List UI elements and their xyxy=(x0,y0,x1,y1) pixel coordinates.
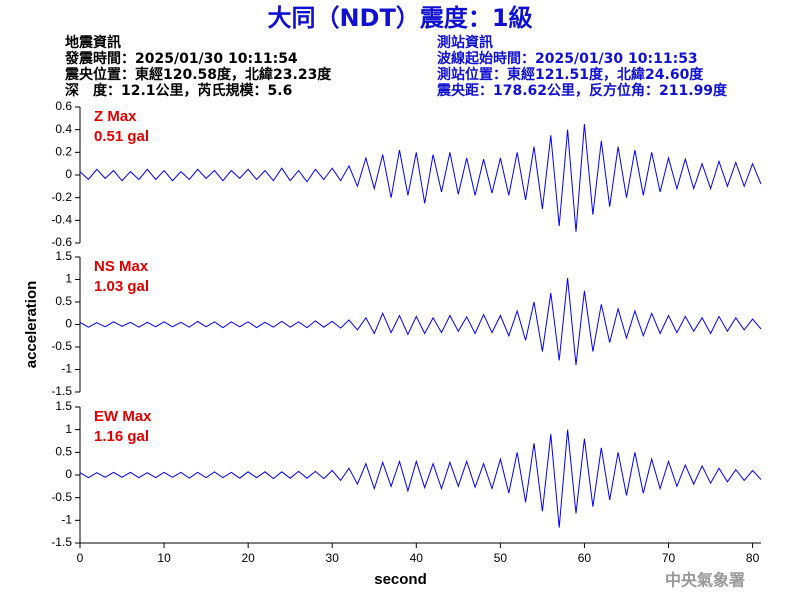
info-left: 發震時間：2025/01/30 10:11:54 xyxy=(64,50,298,67)
y-tick-label: -0.5 xyxy=(51,339,72,353)
y-tick-label: -1.5 xyxy=(51,535,72,549)
component-label: NS Max xyxy=(94,258,149,275)
x-tick-label: 60 xyxy=(578,551,592,565)
y-tick-label: -0.4 xyxy=(51,213,72,227)
y-tick-label: 0.4 xyxy=(55,122,72,136)
max-label: 1.03 gal xyxy=(94,278,149,295)
waveform xyxy=(79,429,762,528)
y-tick-label: -0.5 xyxy=(51,490,72,504)
y-tick-label: 0 xyxy=(65,167,72,181)
x-tick-label: 50 xyxy=(494,551,508,565)
x-tick-label: 80 xyxy=(746,551,760,565)
x-tick-label: 20 xyxy=(241,551,255,565)
x-tick-label: 70 xyxy=(662,551,676,565)
y-tick-label: 0 xyxy=(65,467,72,481)
waveform xyxy=(79,123,762,232)
y-tick-label: -1 xyxy=(61,513,72,527)
y-tick-label: -1.5 xyxy=(51,384,72,398)
max-label: 0.51 gal xyxy=(94,128,149,145)
x-tick-label: 30 xyxy=(326,551,340,565)
y-tick-label: 0.6 xyxy=(55,99,72,113)
info-left: 震央位置：東經120.58度，北緯23.23度 xyxy=(64,66,332,83)
info-right: 測站資訊 xyxy=(437,34,493,51)
info-right: 震央距：178.62公里，反方位角：211.99度 xyxy=(436,82,728,99)
x-tick-label: 10 xyxy=(157,551,171,565)
y-tick-label: 0.5 xyxy=(55,445,72,459)
component-label: EW Max xyxy=(94,408,152,425)
y-tick-label: 1 xyxy=(65,272,72,286)
y-tick-label: 1.5 xyxy=(55,399,72,413)
info-left: 地震資訊 xyxy=(65,34,121,51)
waveform xyxy=(79,278,762,366)
info-right: 波線起始時間：2025/01/30 10:11:53 xyxy=(437,50,698,67)
y-tick-label: 1.5 xyxy=(55,249,72,263)
footer: 中央氣象署 xyxy=(665,571,745,590)
x-tick-label: 40 xyxy=(410,551,424,565)
y-tick-label: 1 xyxy=(65,422,72,436)
x-axis-label: second xyxy=(374,571,427,588)
y-tick-label: -0.2 xyxy=(51,190,72,204)
max-label: 1.16 gal xyxy=(94,428,149,445)
info-right: 測站位置：東經121.51度，北緯24.60度 xyxy=(437,66,704,83)
y-tick-label: 0.5 xyxy=(55,294,72,308)
y-tick-label: 0.2 xyxy=(55,145,72,159)
chart-title: 大同（NDT）震度：1級 xyxy=(267,4,532,32)
x-tick-label: 0 xyxy=(77,551,84,565)
info-left: 深 度：12.1公里，芮氏規模：5.6 xyxy=(65,82,292,99)
component-label: Z Max xyxy=(94,108,137,125)
y-tick-label: -1 xyxy=(61,362,72,376)
y-axis-label: acceleration xyxy=(23,281,40,369)
y-tick-label: -0.6 xyxy=(51,235,72,249)
y-tick-label: 0 xyxy=(65,317,72,331)
